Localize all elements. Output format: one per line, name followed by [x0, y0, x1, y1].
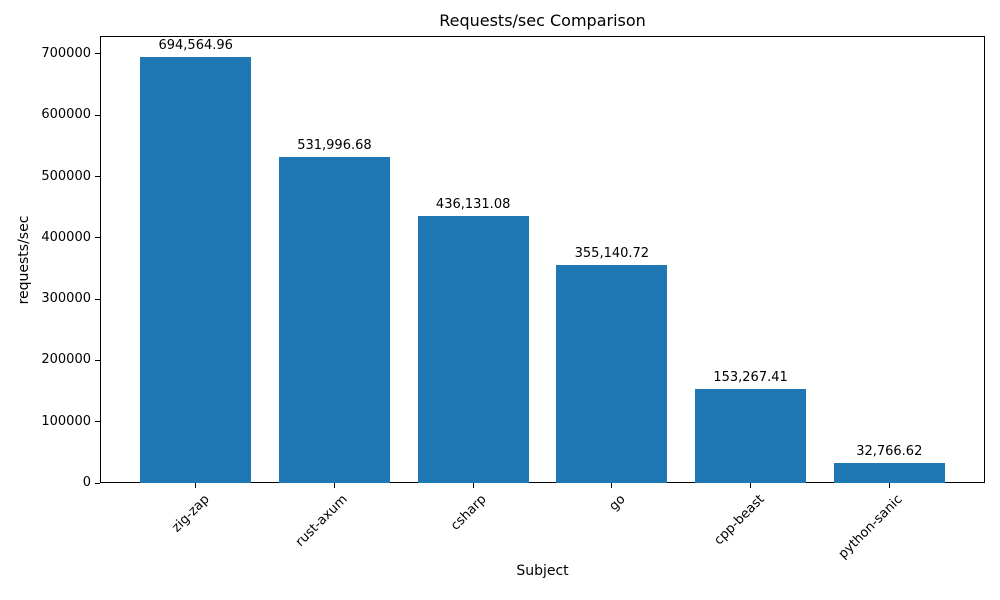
- bar-value-label: 531,996.68: [297, 137, 372, 153]
- x-tick-label: python-sanic: [835, 492, 906, 562]
- x-tick-label: csharp: [448, 492, 490, 534]
- y-tick-label: 200000: [41, 352, 91, 368]
- y-tick-label: 100000: [41, 413, 91, 429]
- x-tick-mark: [472, 483, 474, 488]
- x-axis-label: Subject: [516, 563, 569, 579]
- bar-value-label: 694,564.96: [158, 38, 233, 54]
- y-tick-mark: [95, 237, 100, 239]
- bar-value-label: 355,140.72: [574, 246, 650, 262]
- x-tick-label: go: [606, 492, 629, 515]
- x-tick-label: rust-axum: [293, 492, 352, 550]
- bar-rust-axum: [278, 156, 390, 483]
- bar-value-label: 32,766.62: [856, 443, 923, 459]
- bar-value-label: 153,267.41: [713, 370, 788, 386]
- x-tick-label: cpp-beast: [710, 492, 768, 549]
- y-tick-label: 600000: [41, 107, 91, 123]
- y-tick-mark: [95, 421, 100, 423]
- y-tick-mark: [95, 359, 100, 361]
- y-tick-mark: [95, 482, 100, 484]
- x-tick-mark: [195, 483, 197, 488]
- chart-title: Requests/sec Comparison: [439, 11, 646, 30]
- y-tick-label: 500000: [41, 168, 91, 184]
- y-tick-mark: [95, 176, 100, 178]
- y-tick-label: 400000: [41, 229, 91, 245]
- x-tick-mark: [611, 483, 613, 488]
- y-tick-label: 700000: [41, 45, 91, 61]
- y-tick-mark: [95, 298, 100, 300]
- x-tick-label: zig-zap: [168, 492, 213, 536]
- y-tick-label: 300000: [41, 291, 91, 307]
- y-tick-mark: [95, 53, 100, 55]
- x-tick-mark: [750, 483, 752, 488]
- bar-value-label: 436,131.08: [435, 196, 511, 212]
- x-tick-mark: [888, 483, 890, 488]
- bar-csharp: [417, 215, 529, 483]
- bar-zig-zap: [140, 57, 252, 483]
- y-tick-mark: [95, 114, 100, 116]
- x-tick-mark: [333, 483, 335, 488]
- y-tick-label: 0: [82, 475, 91, 490]
- bar-go: [556, 265, 668, 483]
- bar-cpp-beast: [695, 389, 807, 483]
- bar-python-sanic: [833, 462, 945, 483]
